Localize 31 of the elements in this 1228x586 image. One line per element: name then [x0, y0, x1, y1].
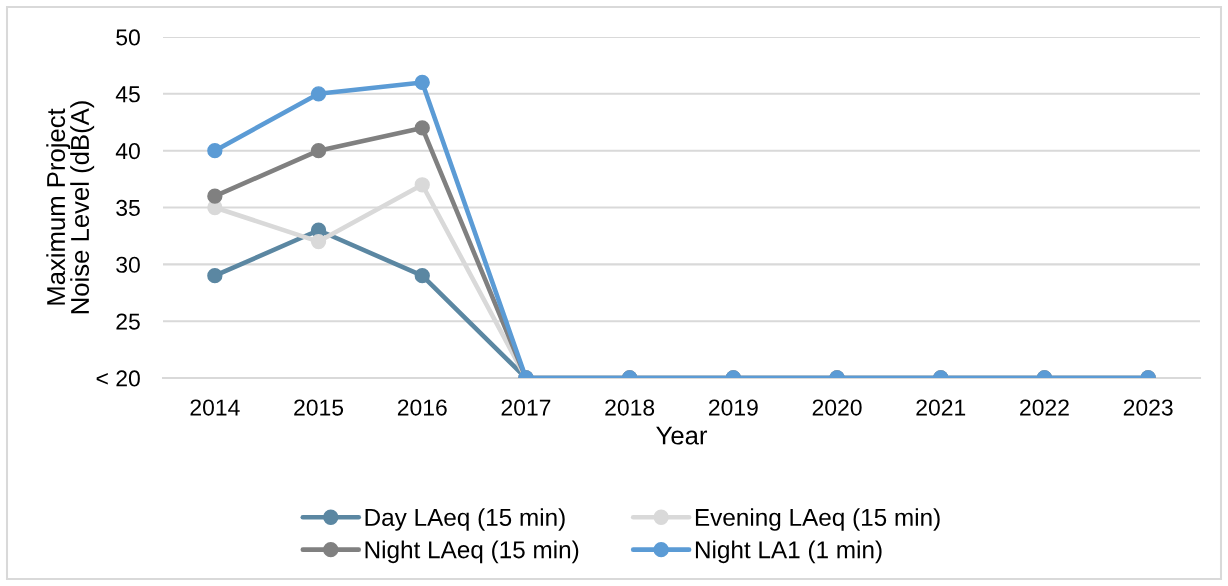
point: [414, 120, 430, 136]
legend-label: Night LA1 (1 min): [695, 540, 882, 564]
legend-label: Evening LAeq (15 min): [695, 508, 940, 531]
point: [310, 86, 327, 102]
x-tick-label: 2022: [1020, 399, 1069, 416]
point: [310, 143, 327, 159]
legend-label: Night LAeq (15 min): [365, 540, 579, 564]
y-tick-label: 35: [116, 199, 140, 217]
y-axis-title: Maximum Project Noise Level (dB(A): [46, 101, 95, 314]
point: [414, 177, 430, 193]
x-tick-label: 2021: [916, 399, 966, 416]
point: [207, 188, 223, 204]
x-tick-label: 2017: [501, 399, 551, 416]
x-tick-label: 2019: [709, 399, 758, 416]
x-tick-label: 2023: [1123, 399, 1173, 416]
x-tick-label: 2015: [294, 399, 344, 416]
y-tick-label: 50: [116, 29, 140, 46]
legend-label: Day LAeq (15 min): [365, 508, 565, 531]
x-tick-label: 2018: [605, 399, 655, 416]
point: [310, 233, 327, 250]
y-tick-label: 45: [115, 86, 140, 103]
y-tick-label: 25: [116, 313, 140, 330]
y-tick-label: < 20: [96, 370, 140, 387]
x-axis-title: Year: [656, 426, 708, 445]
point: [207, 143, 223, 159]
x-tick-label: 2016: [397, 399, 447, 416]
y-tick-label: 40: [115, 142, 140, 160]
x-tick-label: 2020: [812, 399, 862, 416]
point: [414, 74, 430, 91]
x-tick-label: 2014: [190, 399, 240, 416]
y-tick-label: 30: [116, 256, 140, 273]
